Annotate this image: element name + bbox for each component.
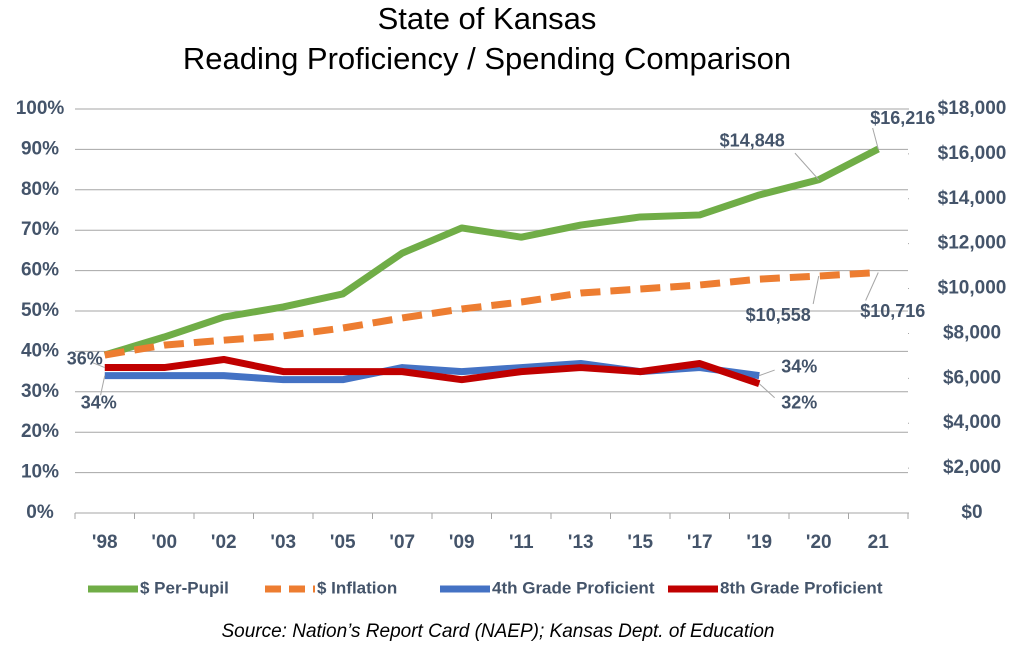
data-label: $14,848	[720, 130, 785, 150]
data-label: 32%	[781, 392, 817, 412]
data-label: $16,216	[870, 108, 935, 128]
x-tick-label: '02	[211, 532, 237, 553]
y-tick-label: 50%	[21, 300, 59, 321]
x-tick-label: '13	[568, 532, 594, 553]
leader-line	[812, 275, 820, 305]
legend-label: 8th Grade Proficient	[720, 578, 883, 597]
y2-tick-label: $4,000	[943, 412, 1001, 433]
chart-title: State of Kansas	[378, 1, 597, 36]
leader-line	[872, 127, 879, 150]
x-tick-label: '15	[627, 532, 653, 553]
y-tick-label: 0%	[26, 502, 54, 523]
x-tick-label: '07	[389, 532, 415, 553]
x-tick-label: '05	[330, 532, 356, 553]
x-tick-label: '03	[270, 532, 296, 553]
y-tick-label: 30%	[21, 381, 59, 402]
x-tick-label: '20	[806, 532, 832, 553]
series-line	[103, 145, 880, 359]
y-tick-label: 80%	[21, 179, 59, 200]
legend-label: 4th Grade Proficient	[492, 578, 655, 597]
leader-line	[100, 375, 106, 396]
y2-tick-label: $2,000	[943, 457, 1001, 478]
y-tick-label: 20%	[21, 421, 59, 442]
data-label: $10,558	[746, 305, 811, 325]
leader-line	[865, 272, 879, 301]
data-label: $10,716	[860, 301, 925, 321]
y2-tick-label: $18,000	[938, 98, 1007, 119]
y2-tick-label: $16,000	[938, 143, 1007, 164]
y2-tick-label: $0	[961, 502, 982, 523]
y-tick-label: 40%	[21, 340, 59, 361]
legend-label: $ Inflation	[317, 578, 397, 597]
x-tick-label: '19	[746, 532, 772, 553]
y-tick-label: 60%	[21, 260, 59, 281]
y2-tick-label: $6,000	[943, 367, 1001, 388]
data-label: 34%	[81, 392, 117, 412]
data-label: 34%	[781, 356, 817, 376]
source-note: Source: Nation’s Report Card (NAEP); Kan…	[221, 621, 774, 642]
leader-line	[794, 152, 820, 181]
leader-line	[90, 361, 105, 369]
series-line	[104, 355, 761, 388]
data-label: 36%	[67, 348, 103, 368]
leader-line	[759, 369, 775, 377]
y2-tick-label: $12,000	[938, 233, 1007, 254]
y-tick-label: 10%	[21, 462, 59, 483]
y-tick-label: 90%	[21, 138, 59, 159]
x-tick-label: '17	[687, 532, 713, 553]
x-tick-label: '11	[509, 532, 534, 553]
x-tick-label: '00	[151, 532, 177, 553]
leader-line	[758, 383, 775, 399]
chart-subtitle: Reading Proficiency / Spending Compariso…	[183, 41, 791, 76]
y-tick-label: 100%	[16, 98, 65, 119]
legend-label: $ Per-Pupil	[140, 578, 229, 597]
x-tick-label: 21	[868, 532, 890, 553]
x-tick-label: '98	[92, 532, 118, 553]
x-tick-label: '09	[449, 532, 475, 553]
y2-tick-label: $14,000	[938, 188, 1007, 209]
y2-tick-label: $10,000	[938, 278, 1007, 299]
y-tick-label: 70%	[21, 219, 59, 240]
series-line	[104, 268, 879, 359]
y2-tick-label: $8,000	[943, 322, 1001, 343]
